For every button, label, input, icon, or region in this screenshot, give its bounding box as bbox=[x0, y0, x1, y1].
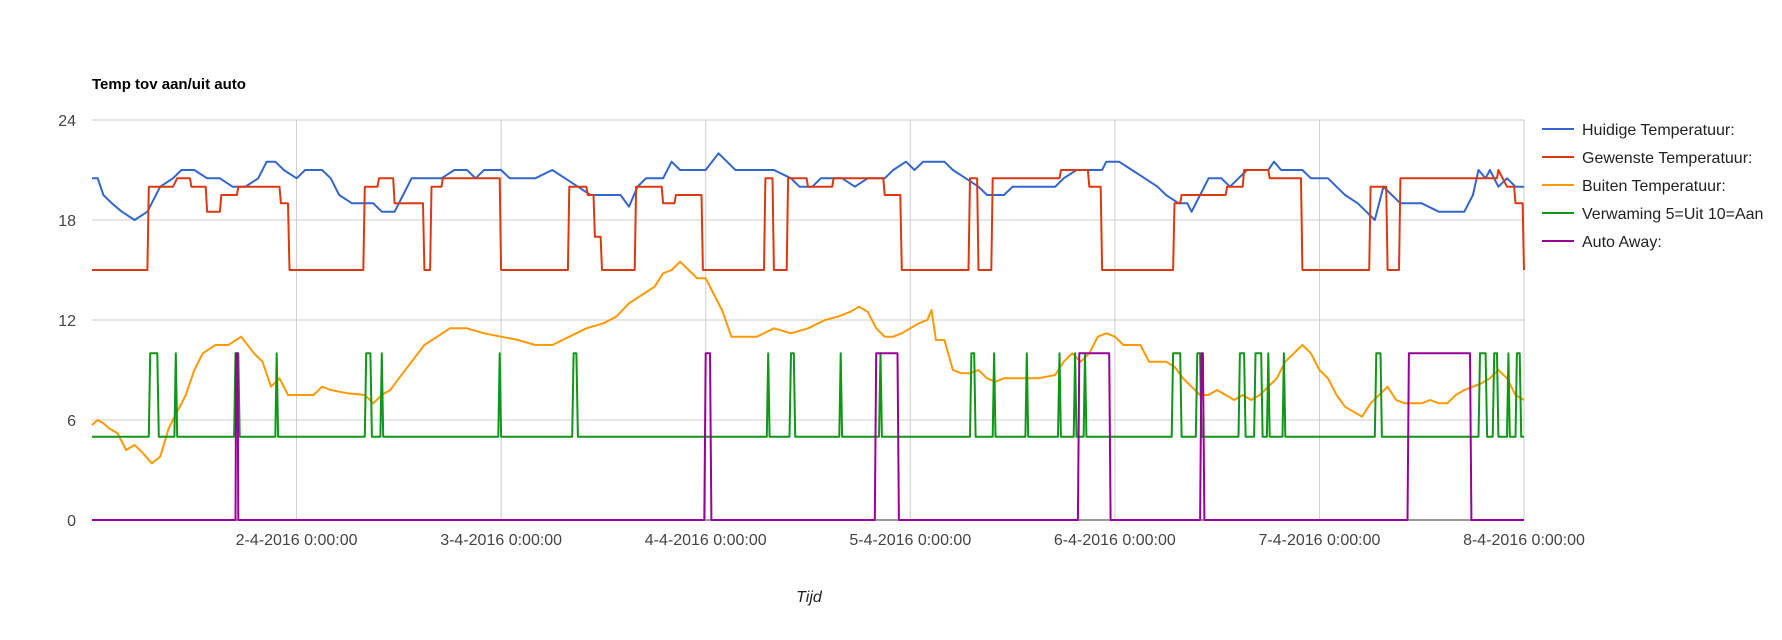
series-lines bbox=[91, 152, 1525, 521]
x-tick-label: 5-4-2016 0:00:00 bbox=[849, 532, 971, 549]
x-tick-label: 8-4-2016 0:00:00 bbox=[1463, 532, 1585, 549]
chart-title: Temp tov aan/uit auto bbox=[92, 76, 246, 93]
legend-label-3: Buiten Temperatuur: bbox=[1582, 178, 1726, 195]
y-axis-ticks: 0 6 12 18 24 bbox=[58, 113, 76, 530]
x-tick-label: 4-4-2016 0:00:00 bbox=[645, 532, 767, 549]
y-tick-label: 12 bbox=[58, 313, 76, 330]
y-tick-label: 0 bbox=[67, 513, 76, 530]
legend-label-1: Huidige Temperatuur: bbox=[1582, 122, 1735, 139]
legend-label-5: Auto Away: bbox=[1582, 234, 1662, 251]
y-tick-label: 6 bbox=[67, 413, 76, 430]
x-tick-label: 2-4-2016 0:00:00 bbox=[236, 532, 358, 549]
series-line-3 bbox=[91, 260, 1525, 465]
x-tick-label: 7-4-2016 0:00:00 bbox=[1258, 532, 1380, 549]
series-line-2 bbox=[92, 169, 1525, 271]
legend-label-4: Verwaming 5=Uit 10=Aan bbox=[1582, 206, 1763, 223]
x-tick-label: 6-4-2016 0:00:00 bbox=[1054, 532, 1176, 549]
x-axis-ticks: 2-4-2016 0:00:00 3-4-2016 0:00:00 4-4-2016… bbox=[236, 532, 1585, 549]
x-tick-label: 3-4-2016 0:00:00 bbox=[440, 532, 562, 549]
y-tick-label: 24 bbox=[58, 113, 76, 130]
grid-lines bbox=[92, 119, 1525, 521]
legend-label-2: Gewenste Temperatuur: bbox=[1582, 150, 1752, 167]
x-axis-title: Tijd bbox=[796, 589, 823, 606]
series-line-5 bbox=[92, 352, 1524, 521]
series-line-4 bbox=[92, 352, 1524, 438]
y-tick-label: 18 bbox=[58, 213, 76, 230]
legend: Huidige Temperatuur: Gewenste Temperatuur… bbox=[1542, 122, 1763, 251]
